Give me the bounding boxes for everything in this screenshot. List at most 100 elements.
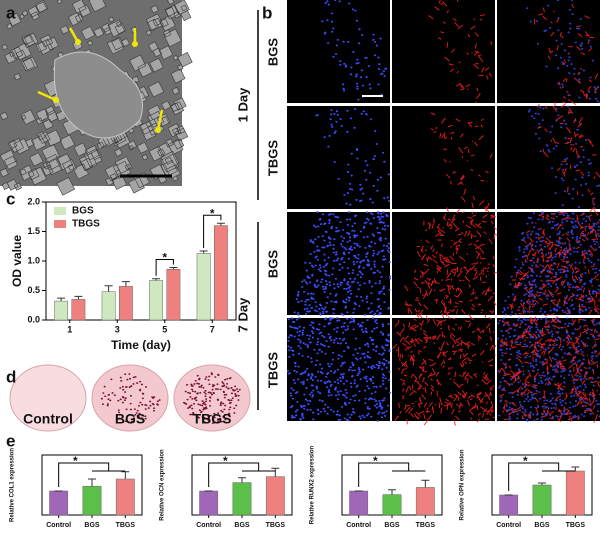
error-bar — [57, 297, 66, 302]
x-tick-label: Control — [496, 522, 521, 529]
nuclei — [315, 108, 391, 206]
bar — [82, 485, 102, 516]
bar — [265, 476, 285, 516]
bar — [49, 490, 69, 516]
significance-label: * — [223, 454, 228, 468]
error-bar — [104, 285, 113, 292]
dish-label: TBGS — [193, 411, 232, 427]
fluorescence-image — [497, 0, 600, 103]
significance-label: * — [73, 454, 78, 468]
bar — [232, 482, 252, 516]
y-axis-label: Relative OCN expression — [160, 449, 166, 521]
bar — [149, 280, 163, 321]
y-axis-label: Relative RUNX2 expression — [310, 445, 316, 524]
legend-swatch — [54, 220, 66, 228]
legend-label: TBGS — [72, 219, 100, 230]
error-bar — [199, 250, 208, 254]
error-bar — [216, 222, 225, 226]
x-tick-label: BGS — [234, 522, 250, 529]
y-tick-label: 2.0 — [27, 196, 40, 206]
arrow — [156, 109, 164, 131]
bar — [199, 490, 219, 516]
x-tick-label: TBGS — [116, 522, 136, 529]
error-bar — [238, 477, 246, 483]
bar — [71, 299, 86, 321]
fluorescence-image — [392, 106, 495, 209]
images — [0, 0, 600, 432]
significance-label: * — [210, 206, 215, 220]
y-tick-label: 1.5 — [27, 226, 40, 236]
bar — [499, 494, 519, 516]
nuclei — [526, 0, 600, 104]
arrow-head — [155, 127, 161, 133]
x-tick-label: TBGS — [266, 522, 286, 529]
panel-label: b — [262, 3, 272, 22]
error-bar — [169, 266, 178, 270]
row-label: BGS — [265, 38, 280, 67]
fluorescence-image — [392, 0, 495, 103]
y-axis-label: Relative COL1 expression — [10, 448, 16, 522]
y-axis-label: OD value — [10, 235, 24, 287]
bar — [196, 253, 211, 321]
bar — [415, 487, 435, 516]
actin — [428, 0, 493, 104]
bar — [166, 269, 181, 321]
error-bar — [121, 281, 130, 287]
dish-label: BGS — [115, 411, 145, 427]
fluorescence-image — [287, 212, 390, 315]
nodules — [182, 372, 241, 424]
x-tick-label: BGS — [384, 522, 400, 529]
actin — [533, 3, 599, 106]
bar — [101, 291, 116, 321]
group-label: 7 Day — [235, 297, 250, 332]
significance-bracket — [155, 258, 174, 276]
actin — [536, 101, 600, 210]
x-tick-label: BGS — [534, 522, 550, 529]
significance-bracket — [508, 462, 576, 491]
error-bar — [152, 278, 161, 281]
error-bar — [571, 466, 580, 471]
error-bar — [421, 479, 430, 488]
bar — [115, 478, 135, 516]
bar — [532, 484, 552, 516]
fluorescence-image — [287, 0, 390, 103]
arrow-head — [132, 41, 138, 47]
fluorescence-image — [497, 318, 600, 421]
significance-label: * — [373, 454, 378, 468]
arrow — [37, 90, 57, 102]
x-tick-label: TBGS — [566, 522, 586, 529]
dish — [9, 364, 87, 432]
row-label: TBGS — [265, 352, 280, 388]
nuclei — [321, 0, 388, 101]
significance-bracket — [208, 462, 276, 487]
x-tick-label: Control — [196, 522, 221, 529]
nuclei — [501, 211, 600, 316]
significance-bracket — [58, 462, 126, 487]
y-tick-label: 0.0 — [27, 314, 40, 324]
nuclei — [293, 211, 392, 316]
row-label: TBGS — [265, 140, 280, 176]
error-bar — [74, 295, 83, 300]
actin — [498, 316, 600, 424]
error-bar — [388, 489, 396, 495]
error-bar — [88, 478, 96, 487]
fluorescence-image — [287, 106, 390, 209]
error-bar — [271, 467, 280, 477]
panel-label: d — [6, 367, 16, 386]
panel-label: e — [6, 431, 15, 450]
x-tick-label: 7 — [210, 324, 215, 334]
bar — [565, 470, 585, 516]
panel-label: c — [6, 189, 15, 208]
bar — [54, 300, 69, 321]
bar — [119, 286, 133, 321]
actin — [508, 207, 600, 317]
error-bar — [538, 482, 546, 485]
group-label: 1 Day — [235, 87, 250, 122]
significance-bracket — [203, 214, 222, 248]
cell — [53, 51, 143, 139]
nodules — [100, 373, 161, 423]
x-axis-label: Time (day) — [111, 338, 171, 352]
actin — [404, 206, 499, 321]
legend-label: BGS — [72, 206, 94, 217]
